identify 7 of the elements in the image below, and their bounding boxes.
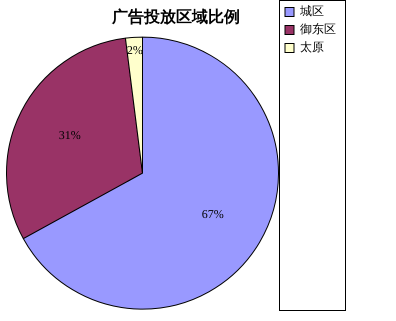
data-label: 67% — [202, 206, 224, 221]
legend-label: 太原 — [300, 40, 324, 54]
chart-title: 广告投放区域比例 — [111, 6, 240, 26]
data-label: 2% — [126, 43, 143, 58]
legend-label: 城区 — [299, 4, 324, 18]
legend-label: 御东区 — [300, 22, 336, 36]
data-label: 31% — [58, 128, 81, 142]
